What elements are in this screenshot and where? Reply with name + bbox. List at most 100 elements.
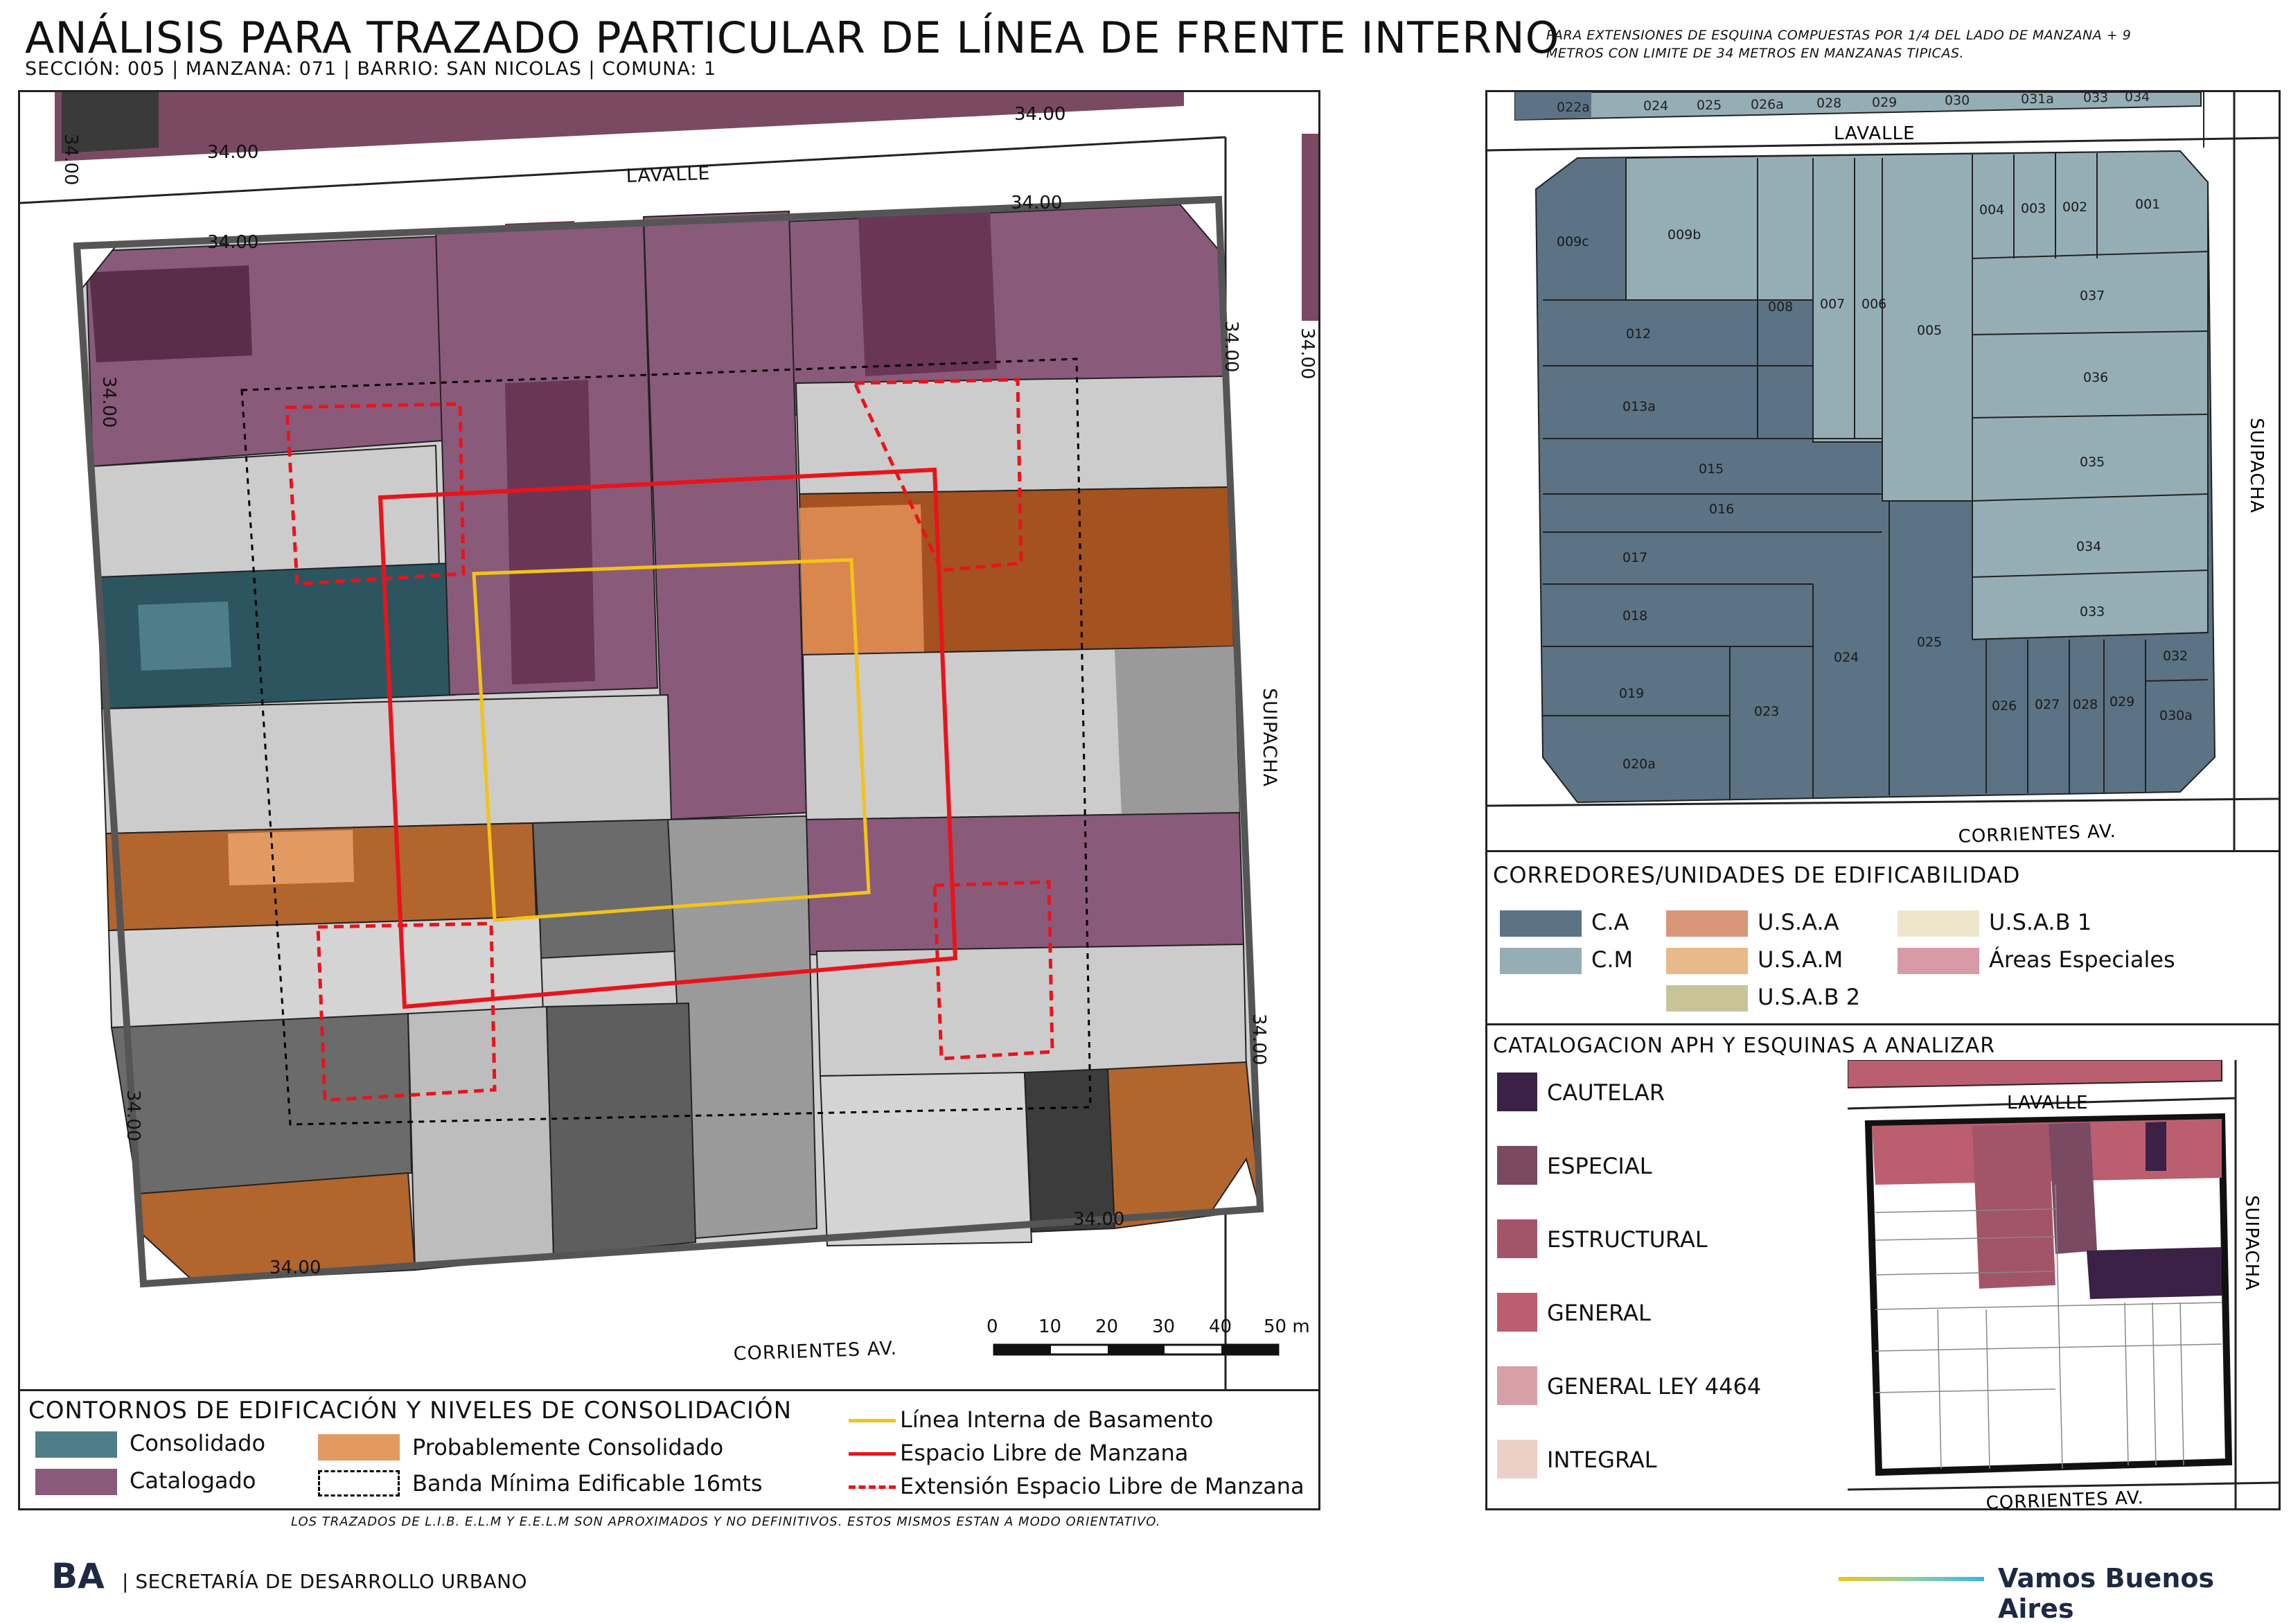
- swatch-usab1: [1898, 910, 1979, 937]
- parcel-map-frame: 022a 024 025 026a 028 029 030 031a 033 0…: [1485, 90, 2281, 852]
- dim-label-nw: 34.00: [207, 232, 258, 253]
- aph-legend: CATALOGACION APH Y ESQUINAS A ANALIZAR C…: [1485, 1025, 2281, 1510]
- parcel-012: 012: [1626, 326, 1651, 342]
- aph-street-suipacha: SUIPACHA: [2241, 1195, 2262, 1291]
- parcel-027: 027: [2035, 697, 2060, 712]
- top-parcel-022a: 022a: [1557, 100, 1590, 115]
- swatch-probablemente-consolidado: [318, 1434, 400, 1460]
- parcel-016: 016: [1709, 502, 1734, 517]
- parcel-029: 029: [2109, 694, 2134, 709]
- ba-logo: BA: [51, 1556, 114, 1596]
- legend-estructural: ESTRUCTURAL: [1547, 1226, 1708, 1253]
- parcel-map[interactable]: 022a 024 025 026a 028 029 030 031a 033 0…: [1487, 92, 2279, 850]
- top-parcel-024: 024: [1643, 98, 1668, 114]
- swatch-usam: [1666, 948, 1748, 974]
- swatch-cautelar: [1497, 1073, 1537, 1111]
- aph-street-lavalle: LAVALLE: [2007, 1093, 2089, 1113]
- swatch-usab2: [1666, 985, 1748, 1012]
- swatch-areas-especiales: [1898, 948, 1979, 974]
- department-name: | SECRETARÍA DE DESARROLLO URBANO: [122, 1570, 528, 1593]
- banda-minima-edificable: [240, 358, 1092, 1126]
- parcel-023: 023: [1754, 704, 1779, 719]
- line-extension-swatch: [849, 1485, 896, 1489]
- scale-tick-40: 40: [1209, 1316, 1232, 1337]
- main-map[interactable]: 34.00 34.00 34.00 34.00 34.00 34.00 34.0…: [20, 92, 1318, 1389]
- parcel-020a: 020a: [1622, 757, 1656, 772]
- parcel-035: 035: [2080, 454, 2105, 470]
- page-subtitle: SECCIÓN: 005 | MANZANA: 071 | BARRIO: SA…: [25, 58, 717, 80]
- main-legend: CONTORNOS DE EDIFICACIÓN Y NIVELES DE CO…: [18, 1391, 1320, 1510]
- scale-tick-10: 10: [1038, 1316, 1061, 1337]
- legend-banda-minima: Banda Mínima Edificable 16mts: [412, 1470, 763, 1497]
- scale-bar: 0 10 20 30 40 50 m: [987, 1316, 1310, 1356]
- parcel-street-suipacha: SUIPACHA: [2246, 418, 2267, 513]
- dim-label-top: 34.00: [1014, 104, 1065, 125]
- parcel-017: 017: [1622, 550, 1647, 565]
- footnote: LOS TRAZADOS DE L.I.B. E.L.M Y E.E.L.M S…: [291, 1515, 1161, 1529]
- top-parcel-033: 033: [2083, 92, 2108, 105]
- parcel-001: 001: [2135, 197, 2160, 212]
- parcel-037: 037: [2080, 288, 2105, 303]
- legend-general-ley: GENERAL LEY 4464: [1547, 1373, 1762, 1400]
- parcel-019: 019: [1619, 686, 1644, 701]
- scale-tick-50: 50 m: [1264, 1316, 1310, 1337]
- parcel-018: 018: [1622, 608, 1647, 624]
- top-parcel-028: 028: [1816, 96, 1841, 111]
- legend-usab2: U.S.A.B 2: [1758, 984, 1861, 1010]
- swatch-catalogado: [35, 1469, 117, 1495]
- top-parcel-034: 034: [2125, 92, 2150, 105]
- legend-probablemente-consolidado: Probablemente Consolidado: [412, 1434, 724, 1460]
- parcel-003: 003: [2021, 201, 2046, 216]
- corner-note-line-1: PARA EXTENSIONES DE ESQUINA COMPUESTAS P…: [1546, 28, 2132, 43]
- dim-label-se: 34.00: [1073, 1209, 1124, 1230]
- block-071: [73, 195, 1264, 1288]
- swatch-ca: [1500, 910, 1582, 937]
- legend-areas-especiales: Áreas Especiales: [1989, 946, 2175, 973]
- dim-label-east-strip: 34.00: [1297, 328, 1318, 379]
- parcel-033: 033: [2080, 604, 2105, 619]
- legend-integral: INTEGRAL: [1547, 1447, 1657, 1473]
- parcel-007: 007: [1820, 297, 1845, 312]
- legend-usaa: U.S.A.A: [1758, 909, 1839, 935]
- line-basamento-swatch: [849, 1419, 896, 1422]
- corredores-legend: CORREDORES/UNIDADES DE EDIFICABILIDAD C.…: [1485, 852, 2281, 1025]
- dim-label-sw-v: 34.00: [123, 1090, 143, 1141]
- main-legend-title: CONTORNOS DE EDIFICACIÓN Y NIVELES DE CO…: [28, 1397, 793, 1424]
- top-parcel-031a: 031a: [2021, 92, 2054, 107]
- swatch-estructural: [1497, 1219, 1537, 1258]
- slogan: Vamos Buenos Aires: [1998, 1563, 2215, 1624]
- page-title: ANÁLISIS PARA TRAZADO PARTICULAR DE LÍNE…: [25, 12, 1560, 63]
- legend-espacio-libre: Espacio Libre de Manzana: [900, 1440, 1189, 1466]
- extension-espacio-libre: [285, 378, 1054, 1102]
- legend-general: GENERAL: [1547, 1300, 1651, 1326]
- parcel-labels: 009c 009b 008 007 006 005 004 003 002 00…: [1557, 197, 2193, 772]
- parcel-005: 005: [1917, 323, 1942, 338]
- parcel-025: 025: [1917, 635, 1942, 650]
- legend-basamento: Línea Interna de Basamento: [900, 1406, 1214, 1433]
- ba-logo-text: BA: [51, 1557, 105, 1592]
- top-parcel-026a: 026a: [1751, 97, 1784, 112]
- legend-extension: Extensión Espacio Libre de Manzana: [900, 1473, 1304, 1499]
- aph-mini-map[interactable]: LAVALLE SUIPACHA CORRIENTES AV.: [1848, 1060, 2279, 1510]
- swatch-usaa: [1666, 910, 1748, 937]
- parcel-009c: 009c: [1557, 234, 1589, 249]
- legend-usab1: U.S.A.B 1: [1989, 909, 2092, 935]
- legend-catalogado: Catalogado: [130, 1467, 256, 1494]
- legend-ca: C.A: [1591, 909, 1629, 935]
- corredores-title: CORREDORES/UNIDADES DE EDIFICABILIDAD: [1493, 862, 2021, 888]
- parcel-036: 036: [2083, 370, 2108, 385]
- parcel-028: 028: [2073, 697, 2098, 712]
- parcel-034: 034: [2076, 539, 2101, 554]
- swatch-general-ley: [1497, 1366, 1537, 1405]
- linea-interna-basamento: [472, 558, 871, 922]
- legend-usam: U.S.A.M: [1758, 946, 1843, 973]
- scale-tick-30: 30: [1152, 1316, 1175, 1337]
- north-block-strip: [55, 92, 1184, 161]
- street-lavalle: LAVALLE: [626, 163, 711, 187]
- swatch-especial: [1497, 1146, 1537, 1185]
- dim-label-e: 34.00: [1221, 321, 1241, 372]
- parcel-032: 032: [2163, 648, 2188, 664]
- corner-note: PARA EXTENSIONES DE ESQUINA COMPUESTAS P…: [1546, 26, 2239, 62]
- swatch-banda-minima: [318, 1470, 400, 1497]
- legend-cm: C.M: [1591, 946, 1634, 973]
